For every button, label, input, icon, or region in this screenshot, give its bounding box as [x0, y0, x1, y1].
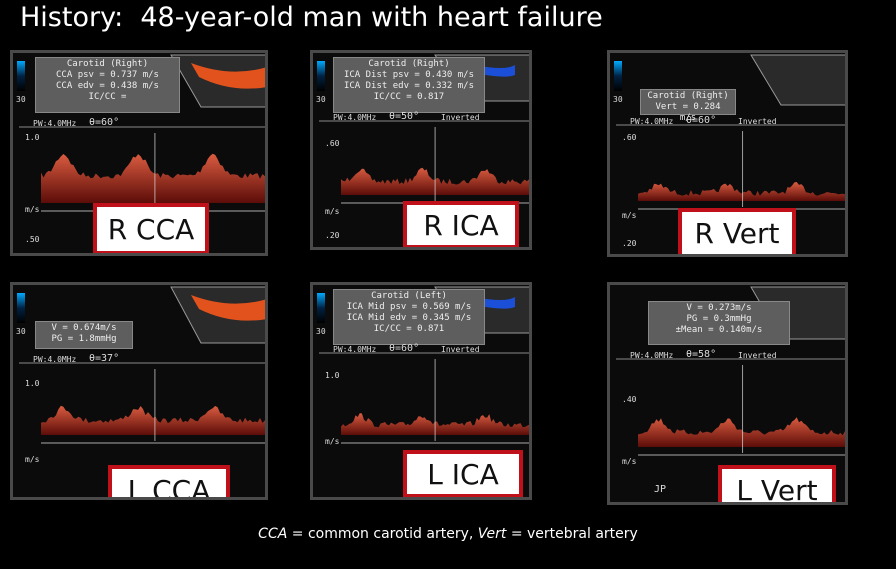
measurement-line: PG = 0.3mmHg	[686, 314, 752, 324]
probe-setting: Inverted	[441, 113, 480, 122]
measurement-box: Carotid (Right) Vert = 0.284 m/s	[640, 89, 736, 123]
panel-label: L Vert	[718, 465, 836, 502]
measurement-line: IC/CC =	[88, 92, 127, 102]
color-bar-label: 30	[16, 327, 26, 336]
measurement-box: Carotid (Right) CCA psv = 0.737 m/s CCA ed…	[35, 57, 180, 113]
velocity-scale: .60	[622, 133, 637, 142]
velocity-scale: .60	[325, 139, 340, 148]
velocity-scale: m/s	[325, 437, 340, 446]
probe-setting: Inverted	[738, 351, 777, 360]
measurement-line: IC/CC = 0.817	[373, 92, 445, 102]
doppler-image	[19, 286, 265, 444]
measurement-line: Vert = 0.284 m/s	[655, 102, 721, 123]
color-bar	[17, 61, 25, 91]
ultrasound-panel: 30 Carotid (Right) ICA Dist psv = 0.430 m/…	[310, 50, 532, 250]
velocity-scale: m/s	[325, 207, 340, 216]
color-bar	[317, 61, 325, 91]
doppler-image	[616, 54, 845, 210]
color-bar-label: 30	[16, 95, 26, 104]
velocity-scale: m/s	[25, 455, 40, 464]
measurement-line: IC/CC = 0.871	[373, 324, 445, 334]
color-bar	[17, 293, 25, 323]
color-bar-label: 30	[316, 327, 326, 336]
measurement-line: ICA Dist edv = 0.332 m/s	[343, 81, 475, 91]
probe-setting: θ=50°	[389, 111, 420, 122]
probe-setting: θ=60°	[686, 115, 717, 126]
measurement-line: Carotid (Left)	[371, 291, 447, 301]
probe-setting: PW:4.0MHz	[33, 119, 77, 128]
probe-setting: θ=60°	[389, 343, 420, 354]
probe-setting: PW:4.0MHz	[333, 113, 377, 122]
measurement-box: V = 0.273m/s PG = 0.3mmHg ±Mean = 0.140m/s	[648, 301, 790, 345]
measurement-box: Carotid (Right) ICA Dist psv = 0.430 m/s I…	[333, 57, 485, 113]
operator-note: JP	[654, 484, 667, 495]
panel-label: R CCA	[93, 203, 209, 253]
ultrasound-panel: 30 Carotid (Right) Vert = 0.284 m/s PW:4.0M…	[607, 50, 848, 257]
panel-label: R ICA	[403, 201, 519, 247]
measurement-box: V = 0.674m/s PG = 1.8mmHg	[35, 321, 133, 349]
color-bar-label: 30	[316, 95, 326, 104]
measurement-line: Carotid (Right)	[368, 59, 450, 69]
probe-setting: PW:4.0MHz	[33, 355, 77, 364]
measurement-box: Carotid (Left) ICA Mid psv = 0.569 m/s ICA…	[333, 289, 485, 345]
caption-text: = vertebral artery	[510, 526, 638, 542]
velocity-scale: 1.0	[25, 133, 40, 142]
velocity-scale: 1.0	[25, 379, 40, 388]
abbr: Vert	[477, 526, 507, 542]
measurement-line: V = 0.674m/s	[51, 323, 117, 333]
ultrasound-panel: V = 0.273m/s PG = 0.3mmHg ±Mean = 0.140m/s…	[607, 282, 848, 505]
panel-label: R Vert	[678, 208, 796, 254]
measurement-line: ±Mean = 0.140m/s	[675, 325, 763, 335]
measurement-line: CCA edv = 0.438 m/s	[56, 81, 159, 91]
panel-label: L CCA	[108, 465, 230, 497]
velocity-scale: 1.0	[325, 371, 340, 380]
ultrasound-panel: 30 Carotid (Right) CCA psv = 0.737 m/s CCA …	[10, 50, 268, 256]
probe-setting: PW:4.0MHz	[333, 345, 377, 354]
ultrasound-panel: 30 V = 0.674m/s PG = 1.8mmHg PW:4.0MHz θ=37°…	[10, 282, 268, 500]
velocity-scale: .40	[622, 395, 637, 404]
color-bar	[614, 61, 622, 91]
velocity-scale: .20	[622, 239, 637, 248]
abbr: CCA	[258, 526, 288, 542]
probe-setting: Inverted	[738, 117, 777, 126]
measurement-line: ICA Mid edv = 0.345 m/s	[346, 313, 472, 323]
probe-setting: θ=37°	[89, 353, 120, 364]
measurement-line: ICA Dist psv = 0.430 m/s	[343, 70, 475, 80]
color-bar-label: 30	[613, 95, 623, 104]
measurement-line: CCA psv = 0.737 m/s	[56, 70, 159, 80]
doppler-image	[19, 54, 265, 212]
color-bar	[317, 293, 325, 323]
probe-setting: θ=58°	[686, 349, 717, 360]
measurement-line: Carotid (Right)	[66, 59, 149, 69]
panel-label: L ICA	[403, 450, 523, 497]
velocity-scale: m/s	[622, 211, 637, 220]
ultrasound-panel: 30 Carotid (Left) ICA Mid psv = 0.569 m/s I…	[310, 282, 532, 500]
probe-setting: PW:4.0MHz	[630, 351, 674, 360]
probe-setting: Inverted	[441, 345, 480, 354]
probe-setting: PW:4.0MHz	[630, 117, 674, 126]
caption: CCA = common carotid artery, Vert = vert…	[0, 526, 896, 542]
measurement-line: PG = 1.8mmHg	[51, 334, 117, 344]
velocity-scale: .20	[325, 231, 340, 240]
velocity-scale: m/s	[25, 205, 40, 214]
measurement-line: ICA Mid psv = 0.569 m/s	[346, 302, 472, 312]
velocity-scale: m/s	[622, 457, 637, 466]
slide-title: History: 48-year-old man with heart fail…	[20, 2, 603, 33]
velocity-scale: .50	[25, 235, 40, 244]
probe-setting: θ=60°	[89, 117, 120, 128]
measurement-line: V = 0.273m/s	[686, 303, 752, 313]
measurement-line: Carotid (Right)	[647, 91, 729, 101]
caption-text: = common carotid artery,	[291, 526, 474, 542]
